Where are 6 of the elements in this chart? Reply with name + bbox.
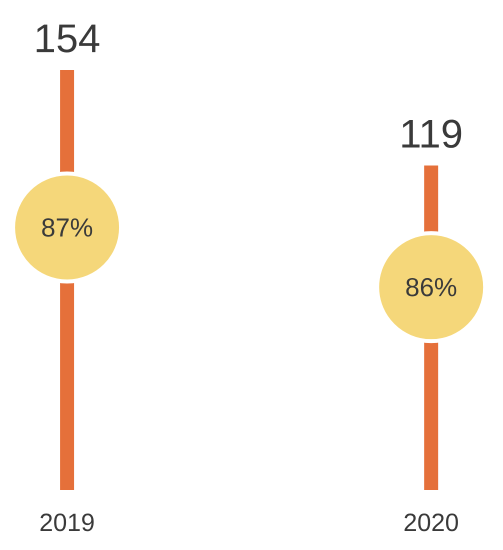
- x-tick-label: 2020: [404, 514, 458, 532]
- data-label: 119: [402, 120, 462, 148]
- annotation: 87%: [42, 218, 92, 237]
- x-tick-label: 2019: [40, 514, 94, 532]
- annotation: 86%: [406, 278, 456, 296]
- data-label: 154: [36, 24, 100, 52]
